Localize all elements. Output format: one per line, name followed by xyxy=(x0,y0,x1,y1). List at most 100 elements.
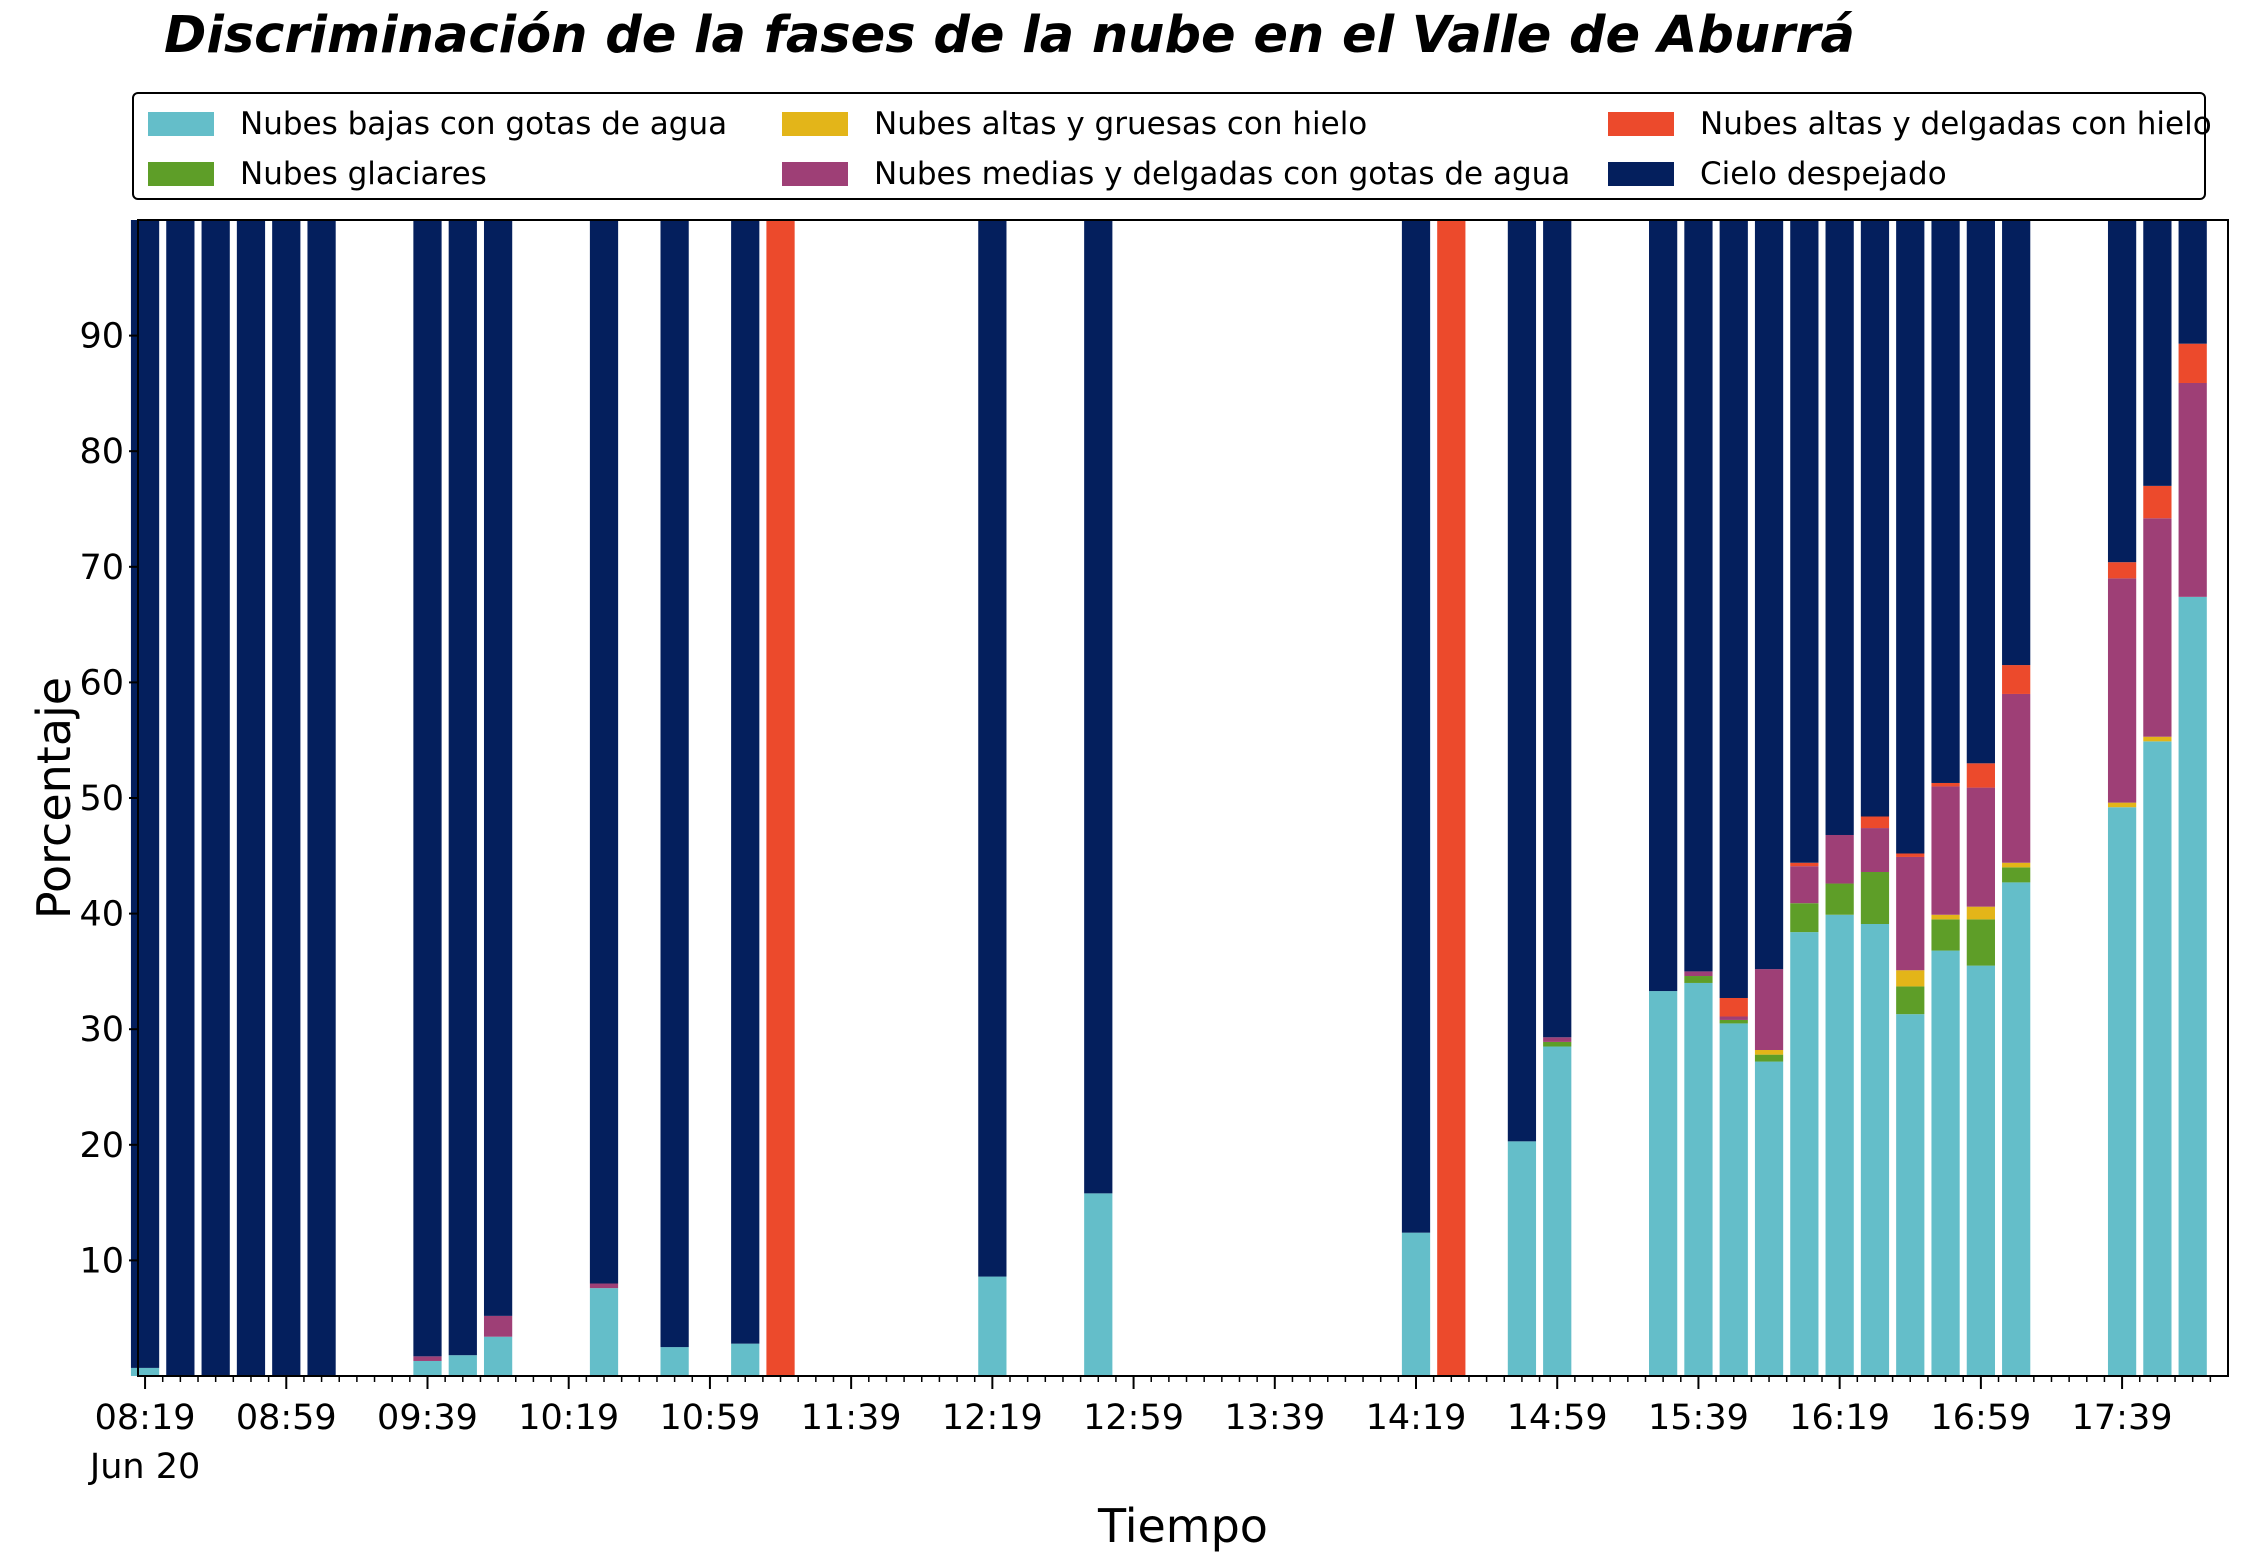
legend-item-nubes-glaciares: Nubes glaciares xyxy=(148,154,487,194)
bar-segment-despejado xyxy=(1719,220,1748,998)
bar-segment-despejado xyxy=(413,220,442,1357)
x-tick-label: 16:59 xyxy=(1930,1398,2031,1438)
bar-segment-despejado xyxy=(166,220,195,1376)
bar-segment-despejado xyxy=(731,220,760,1344)
x-tick-label: 08:59 xyxy=(236,1398,337,1438)
bar-segment-bajas xyxy=(483,1336,513,1376)
bar-segment-medias xyxy=(1543,1037,1572,1042)
bar-segment-despejado xyxy=(2002,220,2031,666)
bar-segment-despejado xyxy=(660,220,689,1348)
bar-segment-medias xyxy=(2107,578,2137,803)
bar-segment-despejado xyxy=(1931,220,1960,783)
bar-segment-bajas xyxy=(1084,1193,1113,1376)
legend-item-nubes-medias: Nubes medias y delgadas con gotas de agu… xyxy=(782,154,1570,194)
bar-segment-bajas xyxy=(2178,596,2207,1376)
bar-segment-medias xyxy=(2002,693,2031,863)
bar-segment-glaciares xyxy=(1790,903,1819,933)
bar-segment-bajas xyxy=(1754,1061,1784,1376)
bar-segment-despejado xyxy=(130,220,160,1368)
bar-segment-bajas xyxy=(1507,1141,1537,1376)
axes-layer: 10 20 30 40 50 60 70 80 90 08:19 Jun 20 08:59 09:39 1… xyxy=(79,317,2212,1487)
bar-segment-despejado xyxy=(1966,220,1995,764)
legend-label: Nubes altas y delgadas con hielo xyxy=(1700,106,2212,142)
bar-segment-medias xyxy=(1790,866,1819,904)
bar-segment-bajas xyxy=(1543,1046,1572,1376)
bar-segment-despejado xyxy=(2178,220,2207,344)
bar-segment-glaciares xyxy=(1966,919,1995,966)
chart-title: Discriminación de la fases de la nube en… xyxy=(164,6,1855,65)
bar-segment-bajas xyxy=(1790,932,1819,1376)
bar-segment-glaciares xyxy=(1719,1019,1748,1024)
bar-segment-medias xyxy=(1825,834,1854,884)
x-tick-label: 13:39 xyxy=(1224,1398,1325,1438)
bar-segment-glaciares xyxy=(1931,919,1960,951)
x-tick-label: 14:19 xyxy=(1366,1398,1467,1438)
bar-segment-bajas xyxy=(978,1276,1007,1376)
bar-segment-medias xyxy=(1966,787,1995,907)
bar-segment-altas-delgadas xyxy=(1719,997,1748,1017)
y-tick-label: 70 xyxy=(79,548,124,588)
legend-label: Nubes altas y gruesas con hielo xyxy=(874,106,1368,142)
bar-segment-altas-delgadas xyxy=(1966,763,1995,788)
y-tick-label: 20 xyxy=(79,1126,124,1166)
bar-segment-altas-delgadas xyxy=(1437,220,1466,1376)
bar-segment-medias xyxy=(1931,786,1960,915)
bar-segment-bajas xyxy=(2107,807,2137,1376)
x-tick-label: 09:39 xyxy=(377,1398,478,1438)
bar-segment-despejado xyxy=(307,220,336,1376)
bar-segment-altas-delgadas xyxy=(2002,665,2031,694)
y-tick-label: 50 xyxy=(79,779,124,819)
bar-segment-despejado xyxy=(272,220,301,1376)
y-tick-label: 10 xyxy=(79,1241,124,1281)
bar-segment-despejado xyxy=(236,220,266,1376)
bar-segment-bajas xyxy=(1825,914,1854,1376)
legend-swatch xyxy=(148,112,214,136)
x-axis-label: Tiempo xyxy=(1097,1499,1268,1553)
bar-segment-despejado xyxy=(448,220,477,1356)
bar-segment-altas-delgadas xyxy=(1860,816,1890,829)
bar-segment-altas-delgadas xyxy=(2143,485,2172,519)
bar-segment-medias xyxy=(1754,969,1784,1051)
legend-swatch xyxy=(782,162,848,186)
y-tick-label: 90 xyxy=(79,317,124,357)
legend-label: Nubes medias y delgadas con gotas de agu… xyxy=(874,156,1571,192)
x-tick-label: 16:19 xyxy=(1789,1398,1890,1438)
bar-segment-despejado xyxy=(201,220,230,1376)
bar-segment-despejado xyxy=(589,220,619,1284)
x-tick-label: 08:19 xyxy=(95,1398,196,1438)
bar-segment-bajas xyxy=(1649,991,1678,1376)
y-tick-label: 80 xyxy=(79,432,124,472)
bar-segment-despejado xyxy=(1507,220,1537,1142)
bar-segment-despejado xyxy=(2107,220,2137,563)
bar-segment-medias xyxy=(1719,1016,1748,1020)
bar-segment-bajas xyxy=(1931,950,1960,1376)
bar-segment-glaciares xyxy=(2002,867,2031,883)
bar-segment-bajas xyxy=(1860,924,1890,1376)
legend-swatch xyxy=(782,112,848,136)
bar-segment-glaciares xyxy=(1860,871,1890,924)
bar-segment-medias xyxy=(1896,856,1925,971)
bar-segment-bajas xyxy=(731,1343,760,1376)
x-tick-label: 12:19 xyxy=(942,1398,1043,1438)
y-tick-label: 40 xyxy=(79,895,124,935)
bar-segment-bajas xyxy=(1719,1023,1748,1376)
legend-item-nubes-bajas: Nubes bajas con gotas de agua xyxy=(148,104,727,144)
bar-segment-despejado xyxy=(1684,220,1713,972)
y-tick-label: 60 xyxy=(79,663,124,703)
bar-segment-glaciares xyxy=(1896,986,1925,1015)
legend-item-nubes-altas-gruesas: Nubes altas y gruesas con hielo xyxy=(782,104,1367,144)
bar-segment-altas-delgadas xyxy=(2178,343,2207,383)
x-tick-label: 10:19 xyxy=(518,1398,619,1438)
bar-segment-glaciares xyxy=(1543,1041,1572,1047)
bar-segment-bajas xyxy=(660,1347,689,1376)
bar-segment-altas-gruesas xyxy=(1896,970,1925,987)
x-tick-label: 14:59 xyxy=(1507,1398,1608,1438)
legend: Nubes bajas con gotas de agua Nubes glac… xyxy=(132,92,2212,200)
legend-label: Nubes bajas con gotas de agua xyxy=(240,106,728,142)
bar-segment-medias xyxy=(1860,828,1890,872)
bar-segment-glaciares xyxy=(1684,976,1713,983)
bar-segment-bajas xyxy=(413,1360,442,1376)
legend-item-nubes-altas-delgadas: Nubes altas y delgadas con hielo xyxy=(1608,104,2212,144)
bar-segment-despejado xyxy=(1790,220,1819,863)
bar-segment-altas-delgadas xyxy=(1790,862,1819,867)
